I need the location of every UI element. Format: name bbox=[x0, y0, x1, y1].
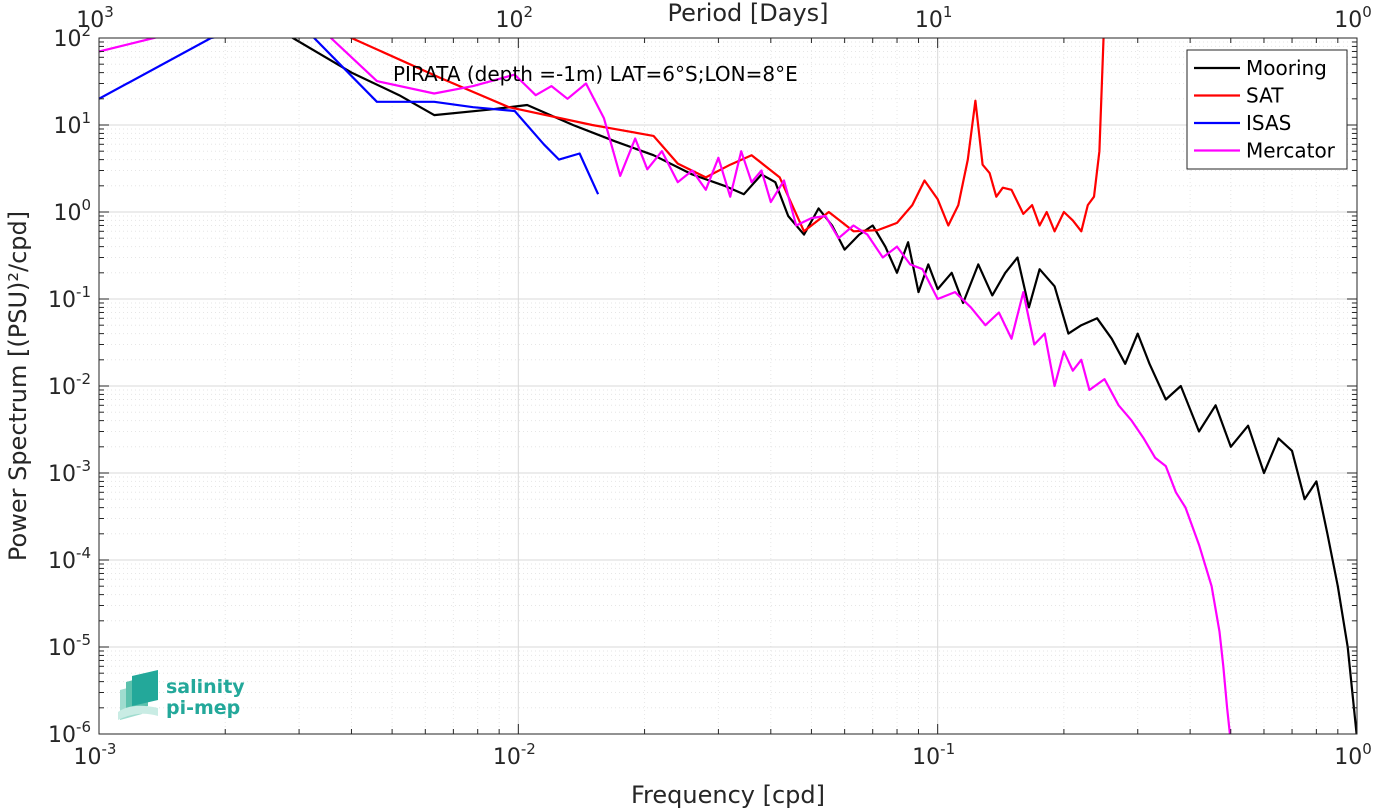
x2-tick-label: 103 bbox=[76, 3, 114, 33]
series-line-isas bbox=[99, 38, 600, 195]
ticks bbox=[98, 37, 1358, 735]
series-line-mercator bbox=[99, 38, 1232, 734]
x2-axis-title: Period [Days] bbox=[667, 0, 828, 27]
grid bbox=[98, 38, 1357, 735]
y-tick-label: 100 bbox=[53, 196, 91, 226]
y-tick-label: 102 bbox=[53, 22, 91, 52]
y-tick-label: 10-2 bbox=[48, 370, 91, 400]
y-tick-label: 10-1 bbox=[48, 283, 91, 313]
legend-label-mercator: Mercator bbox=[1246, 139, 1336, 163]
series-layer bbox=[99, 38, 1357, 734]
x2-tick-label: 102 bbox=[496, 3, 534, 33]
x-axis-title: Frequency [cpd] bbox=[631, 781, 825, 809]
logo-text-line1: salinity bbox=[166, 676, 245, 698]
legend-items: Mooring SAT ISAS Mercator bbox=[1194, 56, 1336, 163]
logo-mark-icon bbox=[118, 670, 158, 720]
series-line-mooring bbox=[290, 38, 1357, 734]
x2-tick-label: 101 bbox=[915, 3, 953, 33]
y-axis-title: Power Spectrum [(PSU)²/cpd] bbox=[4, 211, 32, 561]
y-tick-label: 10-3 bbox=[48, 457, 91, 487]
x-tick-label: 10-1 bbox=[912, 740, 955, 770]
legend-label-sat: SAT bbox=[1246, 84, 1284, 108]
y-tick-label: 101 bbox=[53, 109, 91, 139]
x-tick-label: 100 bbox=[1334, 740, 1372, 770]
logo: salinity pi-mep bbox=[118, 670, 245, 720]
x2-tick-label: 100 bbox=[1334, 3, 1372, 33]
logo-text-line2: pi-mep bbox=[166, 697, 240, 719]
y-tick-label: 10-6 bbox=[48, 718, 91, 748]
legend: Mooring SAT ISAS Mercator bbox=[1186, 49, 1348, 170]
legend-label-mooring: Mooring bbox=[1246, 56, 1327, 80]
legend-box bbox=[1186, 49, 1348, 170]
legend-label-isas: ISAS bbox=[1246, 111, 1291, 135]
x-tick-label: 10-2 bbox=[493, 740, 536, 770]
y-tick-label: 10-4 bbox=[48, 544, 91, 574]
y-tick-label: 10-5 bbox=[48, 631, 91, 661]
chart-annotation: PIRATA (depth =-1m) LAT=6°S;LON=8°E bbox=[393, 62, 798, 86]
x-tick-label: 10-3 bbox=[74, 740, 117, 770]
